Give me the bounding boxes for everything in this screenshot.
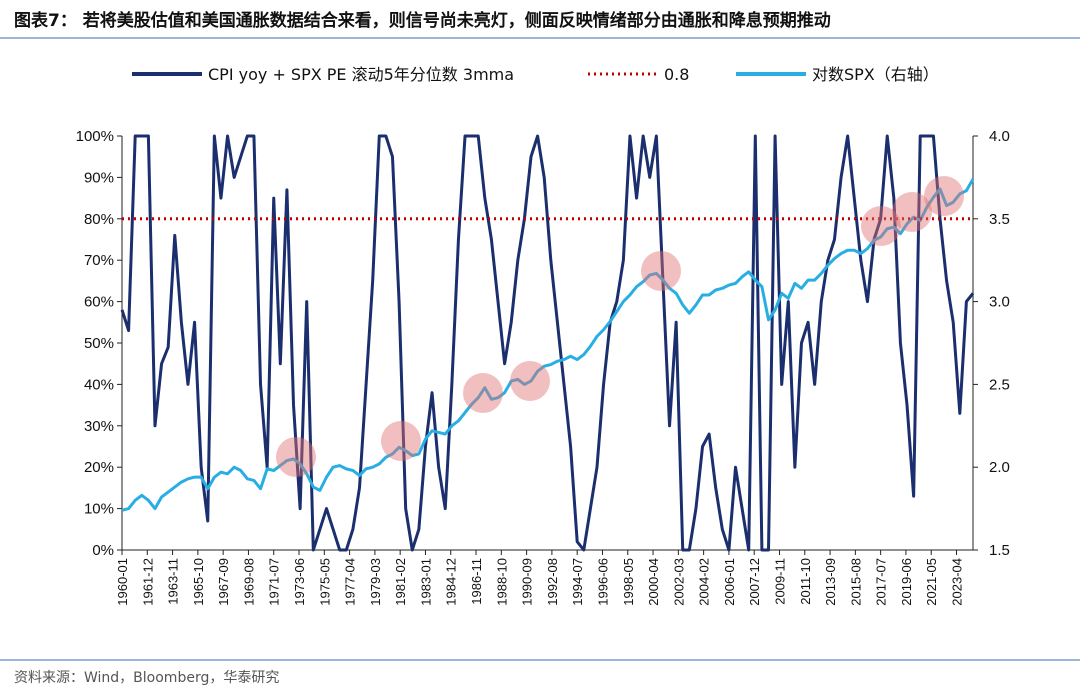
y-tick-label: 50% bbox=[84, 335, 114, 352]
y2-tick-label: 2.5 bbox=[989, 376, 1010, 393]
highlight-circle bbox=[861, 206, 901, 246]
x-tick-label: 1998-05 bbox=[621, 558, 636, 606]
y-tick-label: 90% bbox=[84, 169, 114, 186]
x-tick-label: 1983-01 bbox=[418, 558, 433, 606]
series-line bbox=[120, 134, 975, 552]
chart-title: 图表7： 若将美股估值和美国通胀数据结合来看，则信号尚未亮灯，侧面反映情绪部分由… bbox=[14, 10, 831, 31]
x-tick-label: 2019-06 bbox=[899, 558, 914, 606]
y-tick-label: 0% bbox=[92, 542, 114, 559]
x-tick-label: 1960-01 bbox=[115, 558, 130, 606]
series-line bbox=[121, 178, 975, 512]
x-tick-label: 2023-04 bbox=[950, 558, 965, 606]
y-tick-label: 40% bbox=[84, 376, 114, 393]
y-tick-label: 100% bbox=[76, 128, 114, 145]
x-tick-label: 1986-11 bbox=[469, 558, 484, 605]
highlight-circle bbox=[641, 251, 681, 291]
highlight-circle bbox=[276, 437, 316, 477]
y2-tick-label: 4.0 bbox=[989, 128, 1010, 145]
x-tick-label: 1984-12 bbox=[444, 558, 459, 606]
x-tick-label: 2004-02 bbox=[697, 558, 712, 606]
source: 资料来源：Wind，Bloomberg，华泰研究 bbox=[14, 670, 279, 686]
highlight-circle bbox=[924, 176, 964, 216]
highlight-circle bbox=[892, 192, 932, 232]
x-tick-label: 2002-03 bbox=[671, 558, 686, 606]
highlight-circle bbox=[463, 373, 503, 413]
x-tick-label: 1967-09 bbox=[216, 558, 231, 606]
x-tick-label: 1996-06 bbox=[595, 558, 610, 606]
highlights bbox=[276, 176, 964, 477]
x-tick-label: 1990-09 bbox=[520, 558, 535, 606]
x-tick-label: 1965-10 bbox=[191, 558, 206, 606]
x-tick-label: 2017-07 bbox=[874, 558, 889, 606]
x-tick-label: 2009-11 bbox=[772, 558, 787, 605]
x-tick-label: 1994-07 bbox=[570, 558, 585, 606]
highlight-circle bbox=[510, 361, 550, 401]
x-tick-label: 1979-03 bbox=[368, 558, 383, 606]
x-tick-label: 1963-11 bbox=[166, 558, 181, 605]
x-tick-label: 2011-10 bbox=[798, 558, 813, 605]
y-tick-label: 30% bbox=[84, 418, 114, 435]
y-tick-label: 70% bbox=[84, 252, 114, 269]
x-tick-label: 2015-08 bbox=[848, 558, 863, 606]
x-tick-label: 2013-09 bbox=[823, 558, 838, 606]
legend-label: CPI yoy + SPX PE 滚动5年分位数 3mma bbox=[208, 65, 514, 84]
x-tick-label: 1961-12 bbox=[140, 558, 155, 606]
x-tick-label: 2000-04 bbox=[646, 558, 661, 606]
x-tick-label: 1971-07 bbox=[267, 558, 282, 606]
x-tick-label: 1992-08 bbox=[545, 558, 560, 606]
y-tick-label: 80% bbox=[84, 211, 114, 228]
y2-tick-label: 2.0 bbox=[989, 459, 1010, 476]
legend-label: 对数SPX（右轴） bbox=[812, 65, 939, 84]
x-tick-label: 2021-05 bbox=[924, 558, 939, 606]
y-tick-label: 60% bbox=[84, 294, 114, 311]
y2-tick-label: 3.5 bbox=[989, 211, 1010, 228]
x-tick-label: 2007-12 bbox=[747, 558, 762, 606]
y2-tick-label: 1.5 bbox=[989, 542, 1010, 559]
x-tick-label: 2006-01 bbox=[722, 558, 737, 606]
x-tick-label: 1988-10 bbox=[494, 558, 509, 606]
y-tick-label: 10% bbox=[84, 501, 114, 518]
legend-label: 0.8 bbox=[664, 65, 689, 84]
x-tick-label: 1981-02 bbox=[393, 558, 408, 606]
y2-tick-label: 3.0 bbox=[989, 294, 1010, 311]
x-tick-label: 1975-05 bbox=[317, 558, 332, 606]
x-tick-label: 1977-04 bbox=[343, 558, 358, 606]
highlight-circle bbox=[381, 421, 421, 461]
y-tick-label: 20% bbox=[84, 459, 114, 476]
x-tick-label: 1973-06 bbox=[292, 558, 307, 606]
legend: CPI yoy + SPX PE 滚动5年分位数 3mma 0.8 对数SPX（… bbox=[132, 65, 939, 84]
x-tick-label: 1969-08 bbox=[241, 558, 256, 606]
